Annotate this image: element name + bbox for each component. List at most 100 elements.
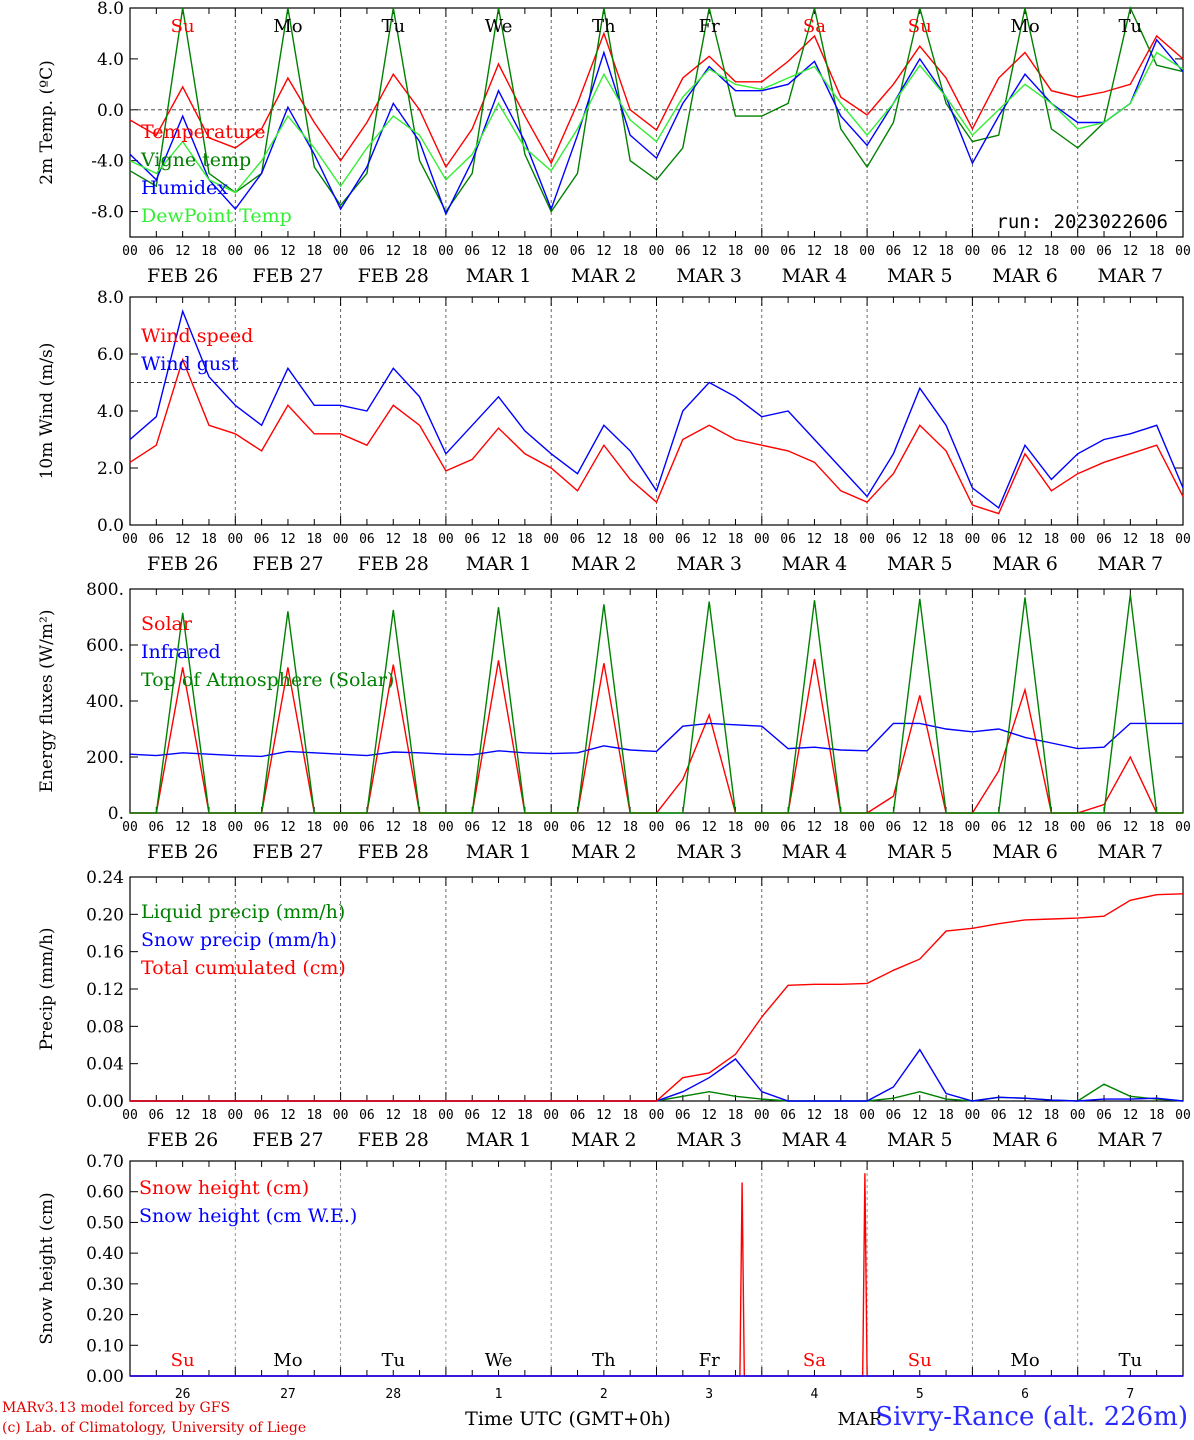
- date-label: MAR 3: [676, 841, 742, 863]
- hour-tick-label: 06: [991, 820, 1007, 835]
- day-number-label: 4: [811, 1387, 819, 1402]
- hour-tick-label: 00: [1070, 532, 1086, 547]
- weekday-label: Sa: [803, 16, 826, 37]
- hour-tick-label: 06: [675, 1108, 691, 1123]
- hour-tick-label: 00: [227, 820, 243, 835]
- weekday-label: Tu: [381, 1350, 405, 1371]
- station-name: Sivry-Rance (alt. 226m): [875, 1402, 1188, 1432]
- hour-tick-label: 12: [1017, 820, 1033, 835]
- legend-entry: Humidex: [141, 177, 228, 199]
- y-axis-label: Snow height (cm): [37, 1192, 57, 1344]
- hour-tick-label: 06: [570, 1108, 586, 1123]
- hour-tick-label: 18: [1149, 1108, 1165, 1123]
- hour-tick-label: 00: [333, 532, 349, 547]
- y-tick-label: 0.00: [86, 1367, 124, 1387]
- hour-tick-label: 18: [306, 532, 322, 547]
- y-tick-label: 0.70: [86, 1152, 124, 1172]
- hour-tick-label: 18: [306, 244, 322, 259]
- hour-tick-label: 00: [965, 1108, 981, 1123]
- day-number-label: 2: [600, 1387, 608, 1402]
- hour-tick-label: 12: [385, 244, 401, 259]
- date-label: MAR 3: [676, 265, 742, 287]
- hour-tick-label: 12: [701, 532, 717, 547]
- hour-tick-label: 12: [491, 1108, 507, 1123]
- series-temperature-line: [129, 31, 1184, 169]
- lab-credit: (c) Lab. of Climatology, University of L…: [2, 1420, 307, 1436]
- hour-tick-label: 00: [649, 820, 665, 835]
- weekday-label: We: [485, 1350, 513, 1371]
- weekday-label: Su: [171, 1350, 195, 1371]
- hour-tick-label: 06: [464, 1108, 480, 1123]
- hour-tick-label: 06: [254, 532, 270, 547]
- hour-tick-label: 12: [807, 1108, 823, 1123]
- hour-tick-label: 06: [886, 244, 902, 259]
- plot-frame-2: [129, 588, 1184, 814]
- legend-entry: Liquid precip (mm/h): [141, 901, 345, 923]
- y-tick-label: -8.0: [91, 203, 124, 223]
- hour-tick-label: 18: [622, 532, 638, 547]
- hour-tick-label: 00: [227, 532, 243, 547]
- hour-tick-label: 12: [385, 820, 401, 835]
- hour-tick-label: 18: [1149, 532, 1165, 547]
- hour-tick-label: 00: [543, 244, 559, 259]
- y-tick-label: 0.40: [86, 1244, 124, 1264]
- y-tick-label: 0.20: [86, 1306, 124, 1326]
- series-vigne-temp-line: [129, 5, 1184, 214]
- hour-tick-label: 12: [912, 820, 928, 835]
- hour-tick-label: 00: [1175, 820, 1191, 835]
- hour-tick-label: 18: [728, 1108, 744, 1123]
- hour-tick-label: 12: [280, 532, 296, 547]
- weekday-label: Mo: [1010, 16, 1039, 37]
- hour-tick-label: 12: [596, 532, 612, 547]
- y-tick-label: 8.0: [97, 288, 124, 308]
- hour-tick-label: 12: [175, 244, 191, 259]
- hour-tick-label: 18: [833, 244, 849, 259]
- hour-tick-label: 06: [359, 1108, 375, 1123]
- hour-tick-label: 00: [227, 244, 243, 259]
- y-tick-label: 0.0: [97, 516, 124, 536]
- day-number-label: 26: [175, 1387, 191, 1402]
- y-tick-label: 0.12: [86, 980, 124, 1000]
- hour-tick-label: 12: [175, 532, 191, 547]
- hour-tick-label: 12: [596, 1108, 612, 1123]
- hour-tick-label: 18: [201, 244, 217, 259]
- hour-tick-label: 00: [543, 532, 559, 547]
- y-tick-label: 800.: [86, 580, 124, 600]
- hour-tick-label: 12: [807, 244, 823, 259]
- hour-tick-label: 00: [1175, 1108, 1191, 1123]
- weekday-label: Su: [908, 16, 932, 37]
- y-tick-label: 8.0: [97, 0, 124, 19]
- day-number-label: 1: [495, 1387, 503, 1402]
- y-tick-label: 0.10: [86, 1336, 124, 1356]
- y-axis-label: Precip (mm/h): [37, 927, 57, 1050]
- hour-tick-label: 00: [438, 1108, 454, 1123]
- hour-tick-label: 18: [517, 820, 533, 835]
- date-label: FEB 27: [252, 1129, 323, 1151]
- y-axis-label: Energy fluxes (W/m²): [37, 610, 57, 793]
- month-label: MAR: [838, 1409, 883, 1430]
- hour-tick-label: 18: [622, 820, 638, 835]
- date-label: FEB 28: [358, 265, 429, 287]
- hour-tick-label: 18: [1044, 532, 1060, 547]
- hour-tick-label: 00: [754, 244, 770, 259]
- series-dewpoint-temp-line: [129, 51, 1184, 194]
- hour-tick-label: 12: [1017, 1108, 1033, 1123]
- legend-entry: Snow precip (mm/h): [141, 929, 337, 951]
- day-number-label: 28: [385, 1387, 401, 1402]
- hour-tick-label: 00: [859, 244, 875, 259]
- legend-entry: Solar: [141, 613, 193, 635]
- series-humidex-line: [129, 38, 1184, 216]
- hour-tick-label: 06: [570, 244, 586, 259]
- weekday-label: Fr: [699, 1350, 720, 1371]
- hour-tick-label: 18: [938, 820, 954, 835]
- date-label: MAR 5: [887, 841, 953, 863]
- hour-tick-label: 06: [359, 532, 375, 547]
- y-tick-label: 0.04: [86, 1055, 124, 1075]
- hour-tick-label: 18: [412, 1108, 428, 1123]
- y-tick-label: 200.: [86, 748, 124, 768]
- hour-tick-label: 06: [570, 532, 586, 547]
- date-label: MAR 4: [782, 1129, 848, 1151]
- legend-entry: Snow height (cm): [139, 1177, 309, 1199]
- date-label: FEB 27: [252, 841, 323, 863]
